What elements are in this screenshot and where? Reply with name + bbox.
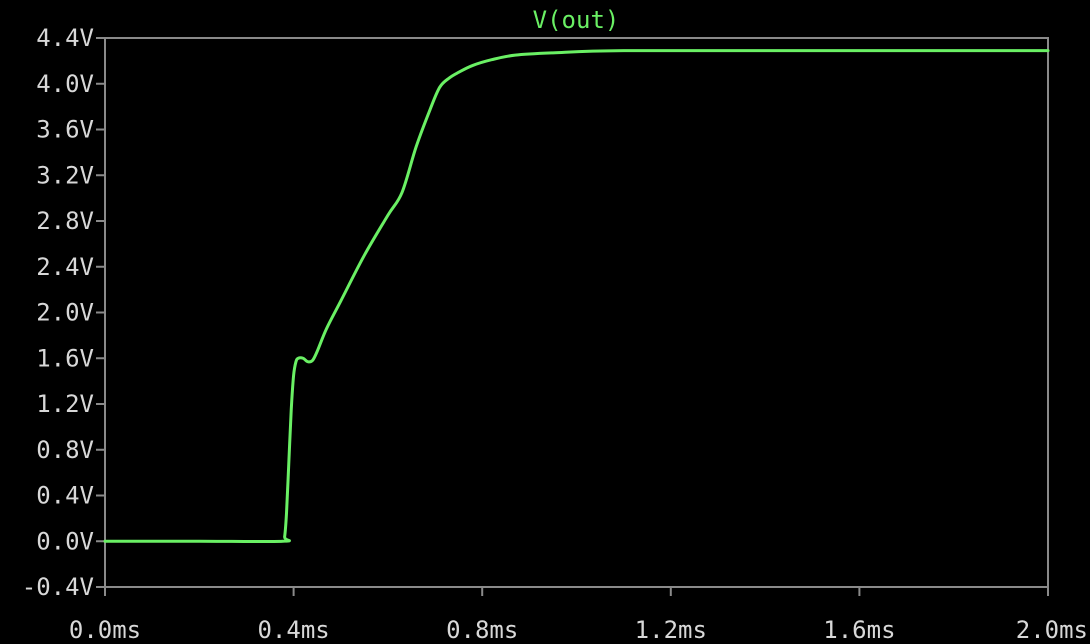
y-tick-label: 4.0V [36,70,94,98]
y-tick-label: -0.4V [22,573,94,601]
trace-title: V(out) [533,6,620,34]
y-tick-label: 1.2V [36,390,94,418]
x-tick-label: 0.0ms [69,616,141,644]
x-tick-label: 0.4ms [257,616,329,644]
x-tick-label: 1.2ms [635,616,707,644]
y-tick-label: 3.6V [36,116,94,144]
x-tick-label: 2.0ms [1016,616,1088,644]
y-tick-label: 2.0V [36,299,94,327]
axis-ticks [96,37,1049,596]
x-tick-label: 0.8ms [446,616,518,644]
y-tick-label: 4.4V [36,24,94,52]
y-tick-label: 0.0V [36,527,94,555]
y-tick-label: 2.4V [36,253,94,281]
x-tick-label: 1.6ms [823,616,895,644]
trace-v-out [103,48,1050,544]
y-tick-label: 2.8V [36,207,94,235]
y-tick-label: 0.8V [36,436,94,464]
y-tick-label: 3.2V [36,161,94,189]
y-tick-label: 0.4V [36,482,94,510]
axis-tick-labels: 4.4V 4.0V 3.6V 3.2V 2.8V 2.4V 2.0V 1.6V 1.2V 0.8V… [22,24,1088,644]
y-tick-label: 1.6V [36,344,94,372]
